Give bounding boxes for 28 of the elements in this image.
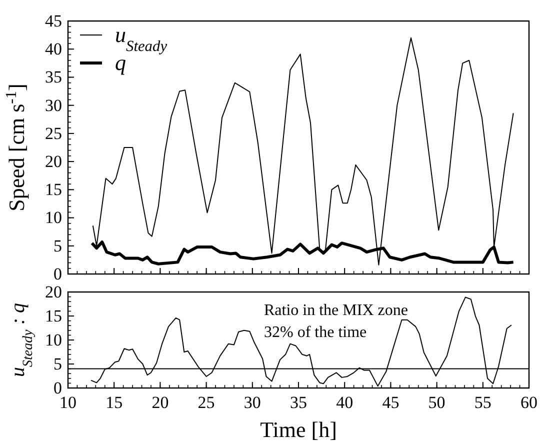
x-tick-label: 15	[106, 393, 123, 412]
y-tick-label: 15	[45, 306, 62, 326]
x-tick-label: 50	[428, 393, 446, 412]
x-tick-label: 40	[336, 393, 354, 412]
y-tick-label: 40	[45, 40, 62, 59]
x-tick-label: 20	[152, 393, 169, 412]
annotation: 32% of the time	[264, 324, 367, 341]
x-tick-label: 55	[474, 393, 492, 412]
x-tick-label: 30	[244, 393, 261, 412]
annotation: Ratio in the MIX zone	[264, 302, 408, 319]
x-tick-label: 45	[382, 393, 400, 412]
y-tick-label: 10	[45, 330, 62, 350]
y-tick-label: 0	[54, 378, 62, 398]
y-tick-label: 0	[54, 264, 62, 284]
x-axis-title: Time [h]	[260, 417, 337, 442]
y-tick-label: 20	[45, 152, 62, 171]
x-tick-label: 35	[290, 393, 307, 412]
y-tick-label: 5	[54, 236, 62, 256]
y-tick-label: 10	[45, 208, 62, 228]
x-tick-label: 25	[198, 393, 215, 412]
y-tick-label: 35	[45, 68, 62, 87]
y-tick-label: 30	[45, 96, 62, 115]
x-tick-label: 60	[520, 393, 538, 412]
y-tick-label: 25	[45, 124, 62, 143]
y-tick-label: 15	[45, 180, 62, 200]
y-tick-label: 5	[54, 354, 62, 374]
y-tick-label: 45	[45, 11, 62, 30]
y-tick-label: 20	[45, 282, 62, 302]
